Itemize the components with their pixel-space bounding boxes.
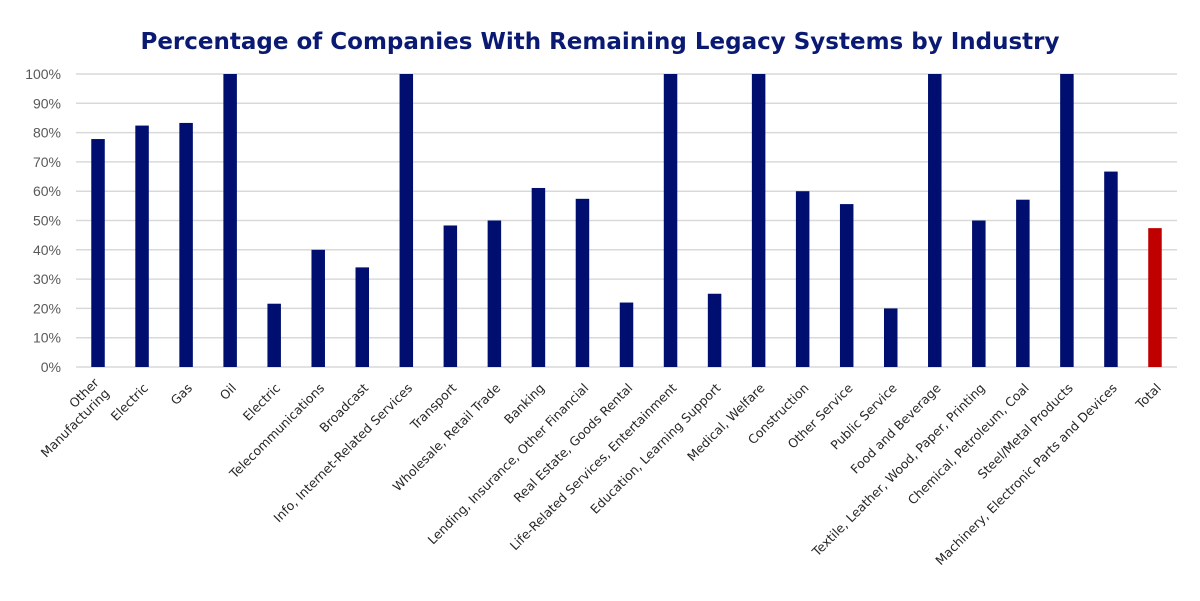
bar-electric (267, 303, 281, 367)
x-tick-label: Life-Related Services, Entertainment (507, 380, 680, 553)
x-tick-label-line: Life-Related Services, Entertainment (507, 380, 680, 553)
bar-info-internet-related-services (399, 74, 414, 367)
bar-broadcast (355, 267, 370, 367)
bar-oil (223, 74, 237, 367)
bar-education-learning-support (707, 293, 722, 367)
x-tick-label: Lending, Insurance, Other Financial (424, 380, 591, 547)
y-tick-label: 20% (33, 300, 61, 316)
bar-telecommunications (311, 249, 325, 367)
gridlines (76, 73, 1177, 368)
x-tick-label-line: Electric (240, 380, 283, 423)
x-tick-label-line: Gas (168, 380, 195, 407)
x-tick-label: Electric (108, 380, 151, 423)
y-tick-label: 60% (33, 183, 61, 199)
y-tick-label: 10% (33, 330, 61, 346)
x-tick-label-line: Medical, Welfare (684, 380, 768, 464)
bar-other-service (839, 204, 854, 367)
y-tick-label: 0% (41, 359, 61, 375)
x-tick-label: Medical, Welfare (684, 380, 768, 464)
y-tick-label: 100% (25, 66, 61, 82)
bar-lending-insurance-other-financial (575, 198, 590, 367)
bar-wholesale-retail-trade (487, 220, 502, 367)
bar-transport (443, 225, 458, 367)
x-tick-label-line: Oil (217, 380, 239, 402)
bar-machinery-electronic-parts-and-devices (1104, 171, 1118, 367)
x-tick-label: Electric (240, 380, 283, 423)
y-tick-label: 40% (33, 242, 61, 258)
bar-other-manufacturing (91, 139, 105, 367)
x-tick-label-line: Total (1132, 380, 1164, 412)
bar-real-estate-goods-rental (619, 302, 634, 367)
bars (91, 74, 1162, 368)
bar-medical-welfare (751, 74, 766, 367)
bar-steel-metal-products (1060, 74, 1074, 367)
y-tick-label: 30% (33, 271, 61, 287)
bar-textile-leather-wood-paper-printing (972, 220, 986, 367)
y-tick-label: 90% (33, 95, 61, 111)
bar-chemical-petroleum-coal (1016, 199, 1030, 367)
x-tick-label-line: Lending, Insurance, Other Financial (424, 380, 591, 547)
y-tick-label: 70% (33, 154, 61, 170)
y-tick-label: 80% (33, 125, 61, 141)
chart-title: Percentage of Companies With Remaining L… (140, 29, 1059, 55)
bar-food-and-beverage (928, 74, 942, 367)
x-tick-label: Gas (168, 380, 195, 407)
y-tick-label: 50% (33, 213, 61, 229)
bar-total (1148, 228, 1162, 367)
bar-life-related-services-entertainment (663, 74, 678, 367)
bar-banking (531, 187, 546, 367)
bar-gas (179, 122, 193, 367)
x-tick-label: Oil (217, 380, 239, 402)
bar-public-service (883, 308, 898, 367)
x-tick-label: Total (1132, 380, 1164, 412)
bar-construction (795, 191, 810, 367)
y-axis-tick-labels: 0% 10% 20% 30% 40% 50% 60% 70% 80% 90% 100% (25, 66, 61, 375)
bar-electric (135, 125, 149, 368)
x-tick-label-line: Electric (108, 380, 151, 423)
